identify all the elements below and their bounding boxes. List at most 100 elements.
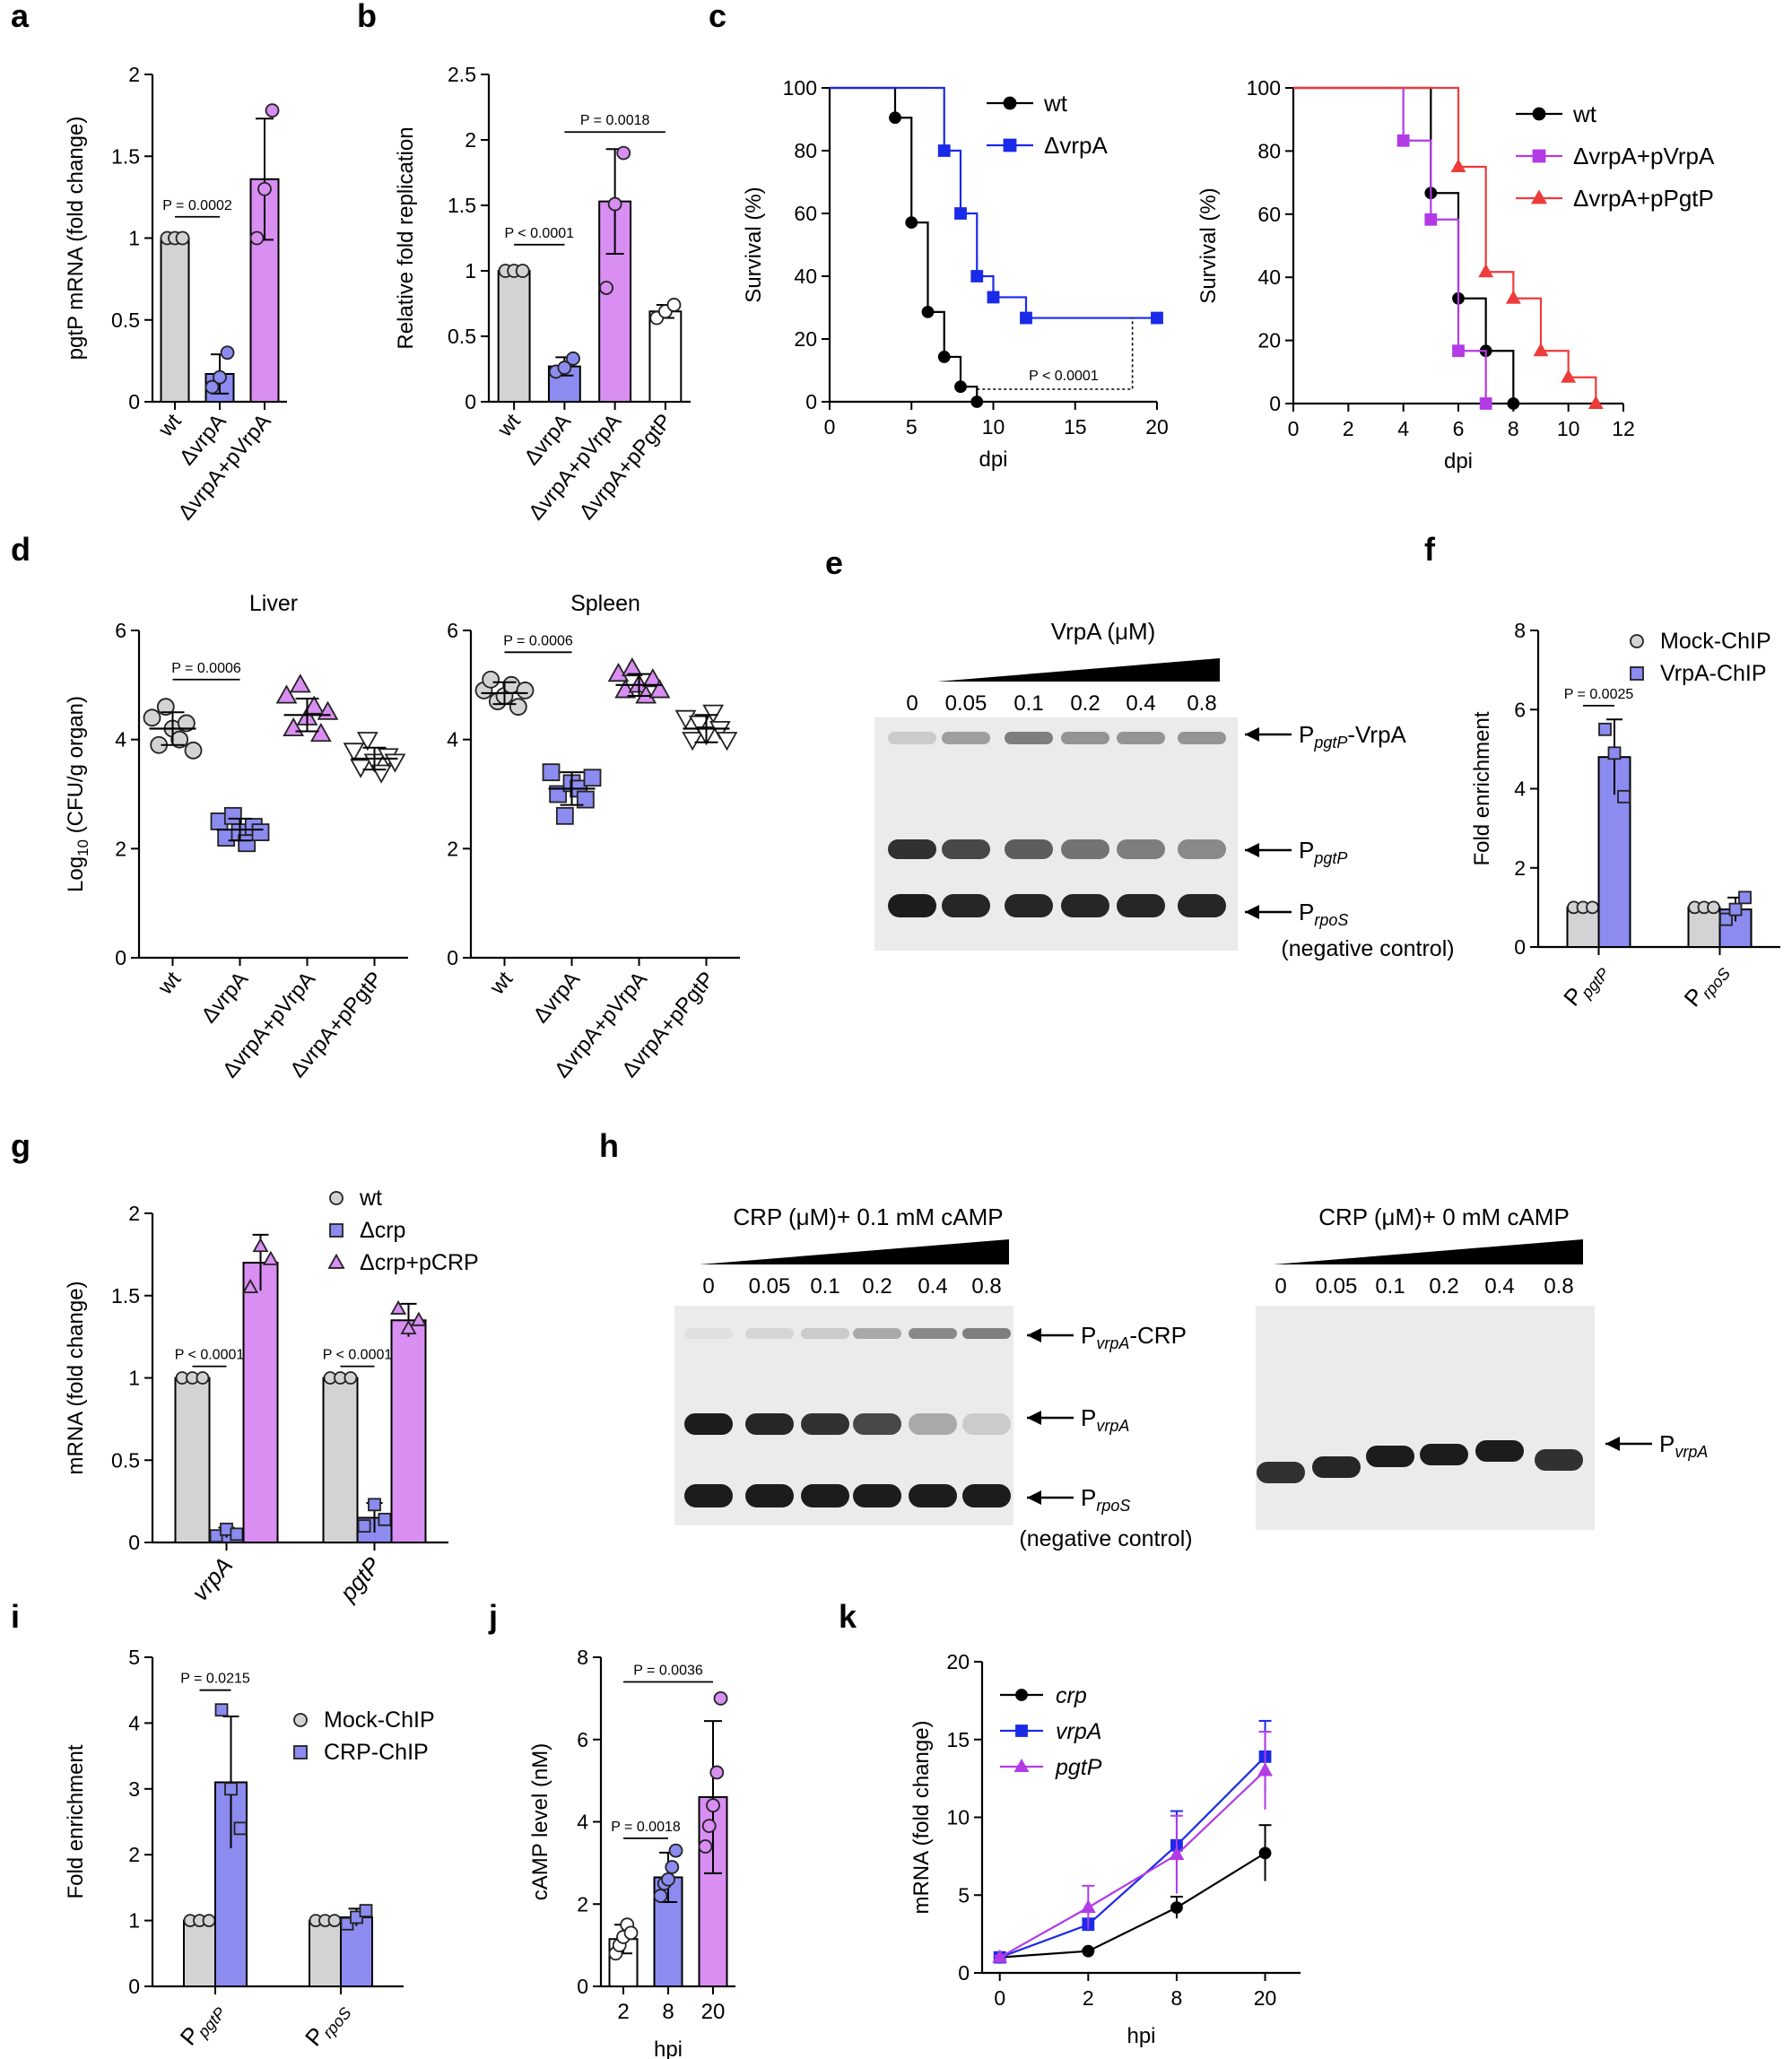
y-tick-label: 2 <box>128 63 140 86</box>
band-label-main: P <box>1659 1430 1675 1457</box>
data-point <box>303 695 326 715</box>
data-point <box>688 715 710 735</box>
gel-band <box>684 1484 733 1507</box>
data-point <box>623 1925 639 1941</box>
x-tick-label: 20 <box>701 2000 726 2024</box>
gel-band <box>962 1484 1011 1507</box>
gel-band <box>909 1413 957 1435</box>
gel-band <box>801 1484 849 1507</box>
band-label-sub: pgtP <box>1313 849 1347 867</box>
gel-band <box>1061 732 1109 744</box>
y-tick-label: 20 <box>794 327 817 351</box>
lane-label: 0.8 <box>1544 1274 1573 1299</box>
data-point <box>1505 290 1521 304</box>
data-point <box>992 1949 1008 1963</box>
data-point <box>709 1765 725 1780</box>
data-point <box>621 656 643 677</box>
legend-label: wt <box>359 1186 382 1211</box>
data-point <box>356 732 378 751</box>
y-tick-label: 100 <box>783 76 817 100</box>
y-tick-label: 6 <box>115 619 126 642</box>
y-tick-label: 2 <box>128 1843 140 1866</box>
lane-label: 0.1 <box>1013 691 1043 716</box>
x-tick-label: 0 <box>994 1986 1005 2010</box>
data-point <box>202 1914 216 1928</box>
y-tick-label: 2 <box>1514 856 1526 880</box>
data-point <box>599 281 613 295</box>
x-tick-label: wt <box>153 409 187 442</box>
data-point <box>204 379 220 395</box>
data-point <box>359 1904 373 1917</box>
gel-band <box>1178 732 1226 744</box>
data-point <box>702 704 725 724</box>
legend-label: crp <box>1056 1683 1087 1708</box>
gel-background <box>874 717 1238 951</box>
data-point <box>709 720 731 741</box>
lane-label: 0.05 <box>749 1274 791 1299</box>
gel-band <box>888 894 936 917</box>
data-point <box>257 181 272 196</box>
p-value-label: P = 0.0002 <box>162 198 232 213</box>
bar-Δcrp+pCRP <box>390 1319 427 1544</box>
data-point <box>1607 746 1622 760</box>
x-tick-label: 15 <box>1064 415 1087 439</box>
series-line-vrpA <box>999 1756 1266 1959</box>
chart-f: 0 2 4 6 8 Fold enrichment PpgtP PrpoS P = 0.0025… <box>1470 619 1780 1014</box>
y-tick-label: 4 <box>447 728 458 751</box>
gel-band <box>962 1413 1011 1435</box>
y-axis-label: Survival (%) <box>1196 187 1221 303</box>
x-tick-label: 2 <box>1083 1986 1094 2010</box>
lane-label: 0 <box>702 1274 714 1299</box>
legend-label: ΔvrpA+pVrpA <box>1573 143 1715 169</box>
panel-letter-b: b <box>357 0 377 34</box>
data-point <box>213 369 227 385</box>
band-label-main: P <box>1299 837 1314 864</box>
gel-title: CRP (μM)+ 0 mM cAMP <box>1318 1203 1570 1230</box>
y-tick-label: 2 <box>465 128 476 152</box>
x-group-label: PrpoS <box>1679 957 1735 1014</box>
chart-k: 0 5 10 15 20 mRNA (fold change) 0 2 8 20 hpi crp vrp… <box>909 1650 1301 2048</box>
gel-band <box>1420 1444 1468 1465</box>
data-point <box>937 351 951 363</box>
data-point <box>509 698 527 717</box>
legend-marker <box>1015 1725 1028 1737</box>
data-point <box>309 722 332 743</box>
gel-title: CRP (μM)+ 0.1 mM cAMP <box>733 1203 1003 1230</box>
y-tick-label: 0 <box>805 390 817 413</box>
x-tick-label: ΔvrpA <box>528 968 585 1028</box>
bar-wt <box>497 270 531 403</box>
data-point <box>954 207 967 220</box>
gel-h2: CRP (μM)+ 0 mM cAMP 0 0.05 0.1 0.2 0.4 0.8 Pvrp… <box>1256 1203 1708 1530</box>
gel-e: VrpA (μM)0 0.05 0.1 0.2 0.4 0.8PpgtP-VrpAPpgt… <box>874 618 1455 961</box>
band-label-main: P <box>1081 1404 1096 1431</box>
concentration-wedge <box>1274 1239 1583 1264</box>
p-value-label: P = 0.0018 <box>580 113 650 128</box>
band-label: PvrpA <box>1659 1430 1708 1461</box>
band-label-sub: vrpA <box>1096 1417 1129 1435</box>
data-point <box>400 1319 417 1334</box>
gel-band <box>909 1484 957 1507</box>
x-tick-label: ΔvrpA <box>196 968 253 1028</box>
panel-letters: a b c d e f g h i j k <box>11 0 1436 1635</box>
y-tick-label: 4 <box>577 1811 588 1834</box>
panel-letter-h: h <box>599 1127 619 1164</box>
data-point <box>1478 264 1494 278</box>
data-point <box>648 679 671 699</box>
x-tick-label: 5 <box>906 415 918 439</box>
x-group-label: PpgtP <box>1558 957 1613 1014</box>
data-point <box>557 361 572 375</box>
gel-band <box>909 1328 957 1339</box>
gel-band <box>684 1413 733 1435</box>
p-value-label: P = 0.0018 <box>611 1820 681 1835</box>
data-point <box>937 144 951 157</box>
gel-band <box>853 1484 901 1507</box>
data-point <box>357 1519 371 1533</box>
gel-band <box>745 1413 794 1435</box>
data-point <box>665 1860 680 1874</box>
y-axis-label: Relative fold replication <box>394 126 418 349</box>
y-axis-label: mRNA (fold change) <box>909 1720 934 1914</box>
x-tick-label: 10 <box>982 415 1005 439</box>
data-point <box>1082 1944 1095 1958</box>
data-point <box>987 291 1000 304</box>
y-tick-label: 0.5 <box>448 325 476 348</box>
